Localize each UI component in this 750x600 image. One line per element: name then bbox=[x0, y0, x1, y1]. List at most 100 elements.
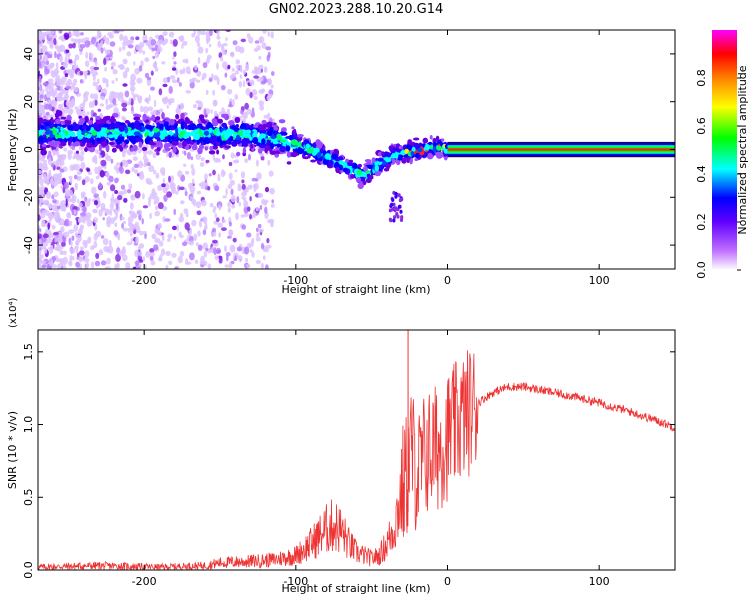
heat-cell bbox=[247, 206, 251, 212]
heat-cell bbox=[69, 254, 73, 262]
heat-cell bbox=[206, 121, 212, 127]
heat-cell bbox=[177, 185, 181, 192]
heat-cell bbox=[183, 150, 187, 156]
heat-cell bbox=[135, 44, 141, 51]
heat-cell bbox=[132, 81, 136, 86]
heat-cell bbox=[73, 87, 79, 93]
heat-cell bbox=[182, 133, 190, 140]
heat-cell bbox=[66, 114, 72, 121]
heat-cell bbox=[389, 218, 393, 223]
heat-cell bbox=[105, 82, 109, 88]
heat-cell bbox=[132, 113, 140, 117]
heat-cell bbox=[231, 204, 236, 209]
heat-cell bbox=[211, 73, 214, 80]
heat-cell bbox=[150, 39, 157, 46]
heat-cell bbox=[398, 198, 402, 203]
heat-cell bbox=[159, 123, 164, 129]
heat-cell bbox=[148, 132, 154, 137]
heat-cell bbox=[256, 232, 260, 239]
heat-cell bbox=[231, 67, 235, 72]
heat-cell bbox=[51, 264, 58, 268]
heat-cell bbox=[234, 116, 241, 124]
heat-cell bbox=[47, 53, 53, 59]
heat-cell bbox=[247, 184, 253, 190]
heat-cell bbox=[273, 126, 279, 131]
heat-cell bbox=[133, 223, 137, 230]
heat-cell bbox=[184, 170, 190, 175]
heat-cell bbox=[92, 74, 96, 82]
heat-cell bbox=[57, 124, 63, 127]
heat-cell bbox=[134, 169, 139, 175]
heat-cell bbox=[228, 120, 235, 126]
heat-cell bbox=[153, 128, 160, 133]
heat-cell bbox=[107, 32, 113, 37]
heat-cell bbox=[154, 210, 160, 217]
x-tick-label: 100 bbox=[589, 274, 610, 287]
heat-cell bbox=[259, 36, 262, 44]
heat-cell bbox=[132, 95, 136, 101]
heat-cell bbox=[216, 149, 220, 155]
snr-series-line bbox=[38, 350, 675, 570]
heat-cell bbox=[49, 124, 53, 129]
x-tick-label: -200 bbox=[132, 575, 157, 588]
heat-cell bbox=[118, 47, 122, 52]
heat-band bbox=[447, 148, 675, 151]
heat-cell bbox=[152, 55, 156, 60]
heat-cell bbox=[222, 219, 226, 223]
heat-cell bbox=[128, 183, 133, 190]
heat-cell bbox=[152, 192, 158, 197]
heat-cell bbox=[54, 140, 61, 145]
heat-cell bbox=[139, 105, 144, 113]
heat-cell bbox=[42, 233, 49, 239]
heat-cell bbox=[144, 57, 150, 63]
heat-cell bbox=[72, 156, 76, 160]
heat-cell bbox=[157, 137, 161, 142]
heat-cell bbox=[162, 83, 168, 88]
heat-cell bbox=[133, 213, 138, 219]
heat-cell bbox=[216, 30, 220, 36]
heat-cell bbox=[152, 152, 157, 159]
heat-cell bbox=[240, 171, 246, 179]
heat-cell bbox=[67, 189, 74, 197]
heat-cell bbox=[126, 51, 132, 57]
heat-cell bbox=[94, 166, 98, 175]
heat-cell bbox=[185, 66, 191, 74]
heat-cell bbox=[417, 148, 423, 153]
heat-cell bbox=[62, 250, 67, 256]
snr-ticks: -200 -100 0 100 0.0 0.5 1.0 1.5 bbox=[22, 330, 675, 588]
heat-cell bbox=[130, 147, 135, 152]
heat-cell bbox=[429, 135, 433, 140]
heat-cell bbox=[207, 263, 211, 269]
heat-cell bbox=[98, 154, 102, 159]
heat-cell bbox=[169, 31, 175, 38]
heat-cell bbox=[65, 198, 68, 207]
heat-cell bbox=[258, 64, 264, 70]
heat-cell bbox=[58, 258, 65, 262]
heat-cell bbox=[241, 183, 246, 190]
heat-cell bbox=[217, 222, 223, 228]
heat-cell bbox=[52, 149, 56, 157]
heat-cell bbox=[90, 178, 94, 185]
heat-cell bbox=[113, 165, 119, 171]
heat-cell bbox=[96, 205, 99, 209]
heat-cell bbox=[162, 31, 168, 36]
heat-cell bbox=[400, 215, 404, 220]
heat-cell bbox=[88, 198, 92, 202]
heat-cell bbox=[108, 141, 115, 146]
heat-cell bbox=[130, 237, 133, 243]
heat-cell bbox=[108, 104, 114, 108]
heat-cell bbox=[74, 54, 80, 61]
heat-cell bbox=[251, 177, 257, 182]
heat-cell bbox=[270, 84, 274, 89]
heat-cell bbox=[197, 230, 201, 237]
heat-cell bbox=[213, 157, 219, 163]
heat-cell bbox=[393, 208, 397, 213]
heat-cell bbox=[54, 237, 58, 243]
heat-cell bbox=[234, 255, 237, 261]
heat-cell bbox=[214, 185, 220, 192]
heat-cell bbox=[79, 133, 83, 139]
heat-cell bbox=[45, 144, 51, 148]
heat-cell bbox=[173, 61, 177, 65]
heat-cell bbox=[54, 112, 60, 119]
heat-cell bbox=[122, 220, 127, 225]
